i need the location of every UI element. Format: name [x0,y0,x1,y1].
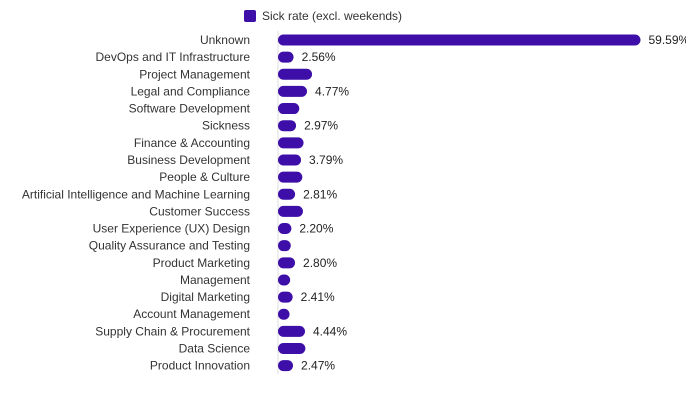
category-tick-label: Account Management [133,307,250,321]
data-label: 2.20% [299,222,333,236]
legend-swatch [244,10,256,22]
bar-account-management[interactable] [278,308,290,320]
category-tick-label: Product Innovation [150,359,250,373]
data-label: 2.47% [301,359,335,373]
bar-customer-success[interactable] [278,205,303,217]
category-tick-label: Quality Assurance and Testing [89,239,250,253]
data-label: 4.77% [315,84,349,98]
bar-user-experience-ux-design[interactable] [278,223,292,235]
chart-legend[interactable]: Sick rate (excl. weekends) [244,9,402,23]
data-label: 2.81% [303,187,337,201]
data-label: 3.79% [309,153,343,167]
bar-product-marketing[interactable] [278,257,296,269]
category-tick-label: Data Science [179,342,251,356]
category-tick-label: Finance & Accounting [134,136,250,150]
bar-devops-and-it-infrastructure[interactable] [278,51,294,63]
bar-project-management[interactable] [278,68,313,80]
data-label: 2.41% [301,290,335,304]
category-tick-label: Management [180,273,251,287]
bar-software-development[interactable] [278,103,300,115]
bar-artificial-intelligence-and-machine-learning[interactable] [278,188,296,200]
bar-supply-chain-procurement[interactable] [278,325,306,337]
category-tick-label: Unknown [200,33,250,47]
category-tick-label: DevOps and IT Infrastructure [95,50,250,64]
data-label: 2.97% [304,119,338,133]
category-tick-label: Legal and Compliance [131,84,251,98]
category-tick-label: User Experience (UX) Design [93,222,250,236]
category-tick-label: Project Management [139,67,250,81]
category-tick-label: Customer Success [149,204,250,218]
category-tick-label: Business Development [127,153,250,167]
bar-business-development[interactable] [278,154,302,166]
bar-product-innovation[interactable] [278,360,294,372]
category-tick-label: Digital Marketing [161,290,250,304]
bar-people-culture[interactable] [278,171,303,183]
category-tick-label: Artificial Intelligence and Machine Lear… [22,187,250,201]
bar-data-science[interactable] [278,343,306,355]
bar-quality-assurance-and-testing[interactable] [278,240,291,252]
category-tick-label: Product Marketing [153,256,250,270]
bar-management[interactable] [278,274,291,286]
bar-legal-and-compliance[interactable] [278,85,308,97]
category-tick-label: Software Development [129,102,251,116]
bar-finance-accounting[interactable] [278,137,304,149]
bar-unknown[interactable] [278,34,641,46]
data-label: 59.59% [649,33,686,47]
data-label: 2.80% [303,256,337,270]
bar-digital-marketing[interactable] [278,291,293,303]
data-label: 2.56% [302,50,336,64]
bar-sickness[interactable] [278,120,297,132]
legend-label: Sick rate (excl. weekends) [262,9,402,23]
category-tick-label: Sickness [202,119,250,133]
category-tick-label: People & Culture [159,170,250,184]
category-tick-label: Supply Chain & Procurement [95,324,250,338]
data-label: 4.44% [313,324,347,338]
